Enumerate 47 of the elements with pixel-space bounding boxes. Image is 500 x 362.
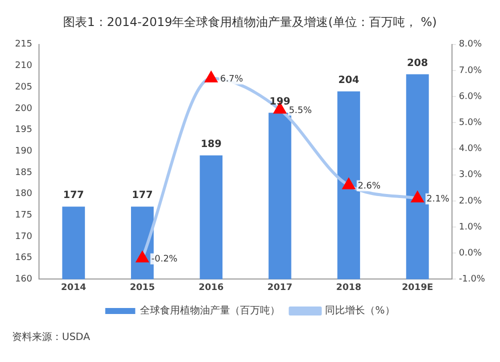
y2-tick-label: 6.0% <box>458 92 482 102</box>
y2-tick-label: 7.0% <box>458 66 482 76</box>
y-tick-label: 165 <box>14 253 32 264</box>
y2-tick-label: -1.0% <box>458 274 486 285</box>
chart-title: 图表1：2014-2019年全球食用植物油产量及增速(单位：百万吨， %) <box>62 14 438 31</box>
point <box>412 192 424 202</box>
data-label: 2.1% <box>426 194 450 205</box>
data-label: 5.5% <box>288 106 312 116</box>
data-label: 177 <box>63 190 84 202</box>
data-label: 199 <box>269 96 290 108</box>
data-label: 2.6% <box>358 182 382 192</box>
y-tick-label: 190 <box>14 146 32 156</box>
y2-tick-label: 3.0% <box>458 170 482 180</box>
x-tick-label: 2014 <box>61 282 86 293</box>
point <box>205 72 217 82</box>
x-tick-label: 2017 <box>267 282 292 293</box>
data-label: 6.7% <box>220 74 244 85</box>
x-tick-label: 2015 <box>130 282 155 293</box>
data-label: 208 <box>407 58 428 69</box>
data-label: 204 <box>338 74 360 86</box>
y-tick-label: 180 <box>14 189 32 200</box>
text: 资料来源：USDA <box>12 330 92 344</box>
data-label: 189 <box>200 138 222 150</box>
y2-tick-label: 8.0% <box>458 40 482 50</box>
y-tick-label: 200 <box>14 104 32 114</box>
y-tick-label: 210 <box>14 61 32 72</box>
y2-tick-label: 1.0% <box>458 222 482 232</box>
y-tick-label: 185 <box>14 168 32 178</box>
y-tick-label: 195 <box>14 125 32 136</box>
y2-tick-label: 2.0% <box>458 196 482 206</box>
x-tick-label: 2018 <box>336 282 362 293</box>
y2-tick-label: 5.0% <box>458 118 482 128</box>
y-tick-label: 215 <box>14 40 32 50</box>
y-tick-label: 160 <box>14 274 32 285</box>
data-label: -0.2% <box>151 254 178 265</box>
legend-label: 同比增长（%） <box>325 304 395 317</box>
point <box>342 178 355 190</box>
y-tick-label: 170 <box>14 232 32 242</box>
point <box>136 252 148 262</box>
legend-label: 全球食用植物油产量（百万吨） <box>140 304 280 317</box>
x-tick-label: 2019E <box>402 282 434 293</box>
data-label: 177 <box>132 190 153 202</box>
y-tick-label: 205 <box>14 82 32 92</box>
y2-tick-label: 0.0% <box>458 248 482 258</box>
y2-tick-label: 4.0% <box>458 144 482 154</box>
y-tick-label: 175 <box>14 210 32 221</box>
x-tick-label: 2016 <box>198 282 224 293</box>
